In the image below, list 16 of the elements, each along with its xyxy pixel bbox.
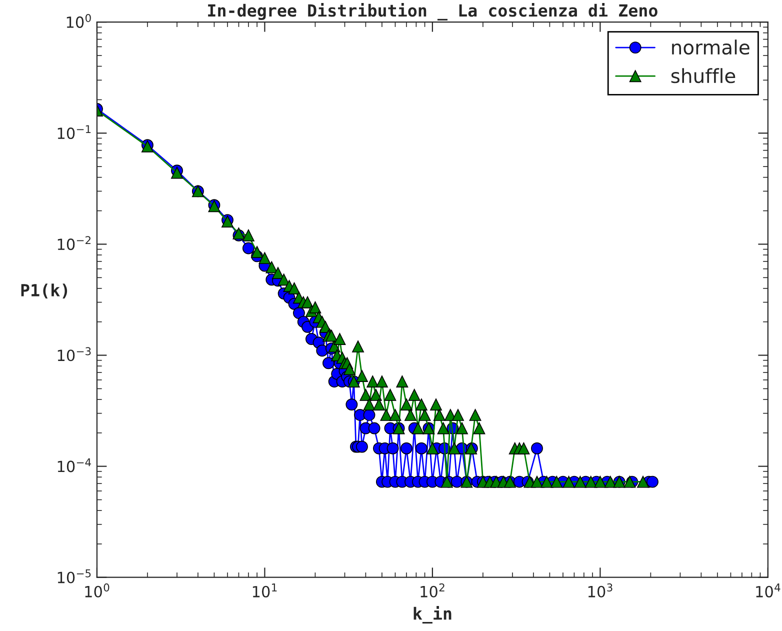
x-tick-label: 10$^{1}$ [252,584,277,598]
y-tick-label: 10$^{−1}$ [58,125,91,140]
chart-title: In-degree Distribution _ La coscienza di Zeno [208,2,658,20]
y-tick-label: 10$^{−4}$ [58,458,91,472]
legend-label: shuffle [671,68,736,84]
y-tick-label: 10$^{−3}$ [58,347,91,362]
legend-label: normale [672,40,750,55]
y-tick-label: 10$^{−2}$ [58,236,90,250]
x-tick-label: 10$^{3}$ [588,583,612,598]
x-axis-title: k_in [414,606,452,624]
x-tick-label: 10$^{2}$ [420,583,444,598]
y-tick-label: 10$^{0}$ [66,14,91,28]
x-tick-label: 10$^{4}$ [756,584,780,598]
y-axis-title: P1(k) [21,284,68,298]
y-tick-label: 10$^{−5}$ [58,569,91,584]
x-tick-label: 10$^{0}$ [85,583,110,598]
